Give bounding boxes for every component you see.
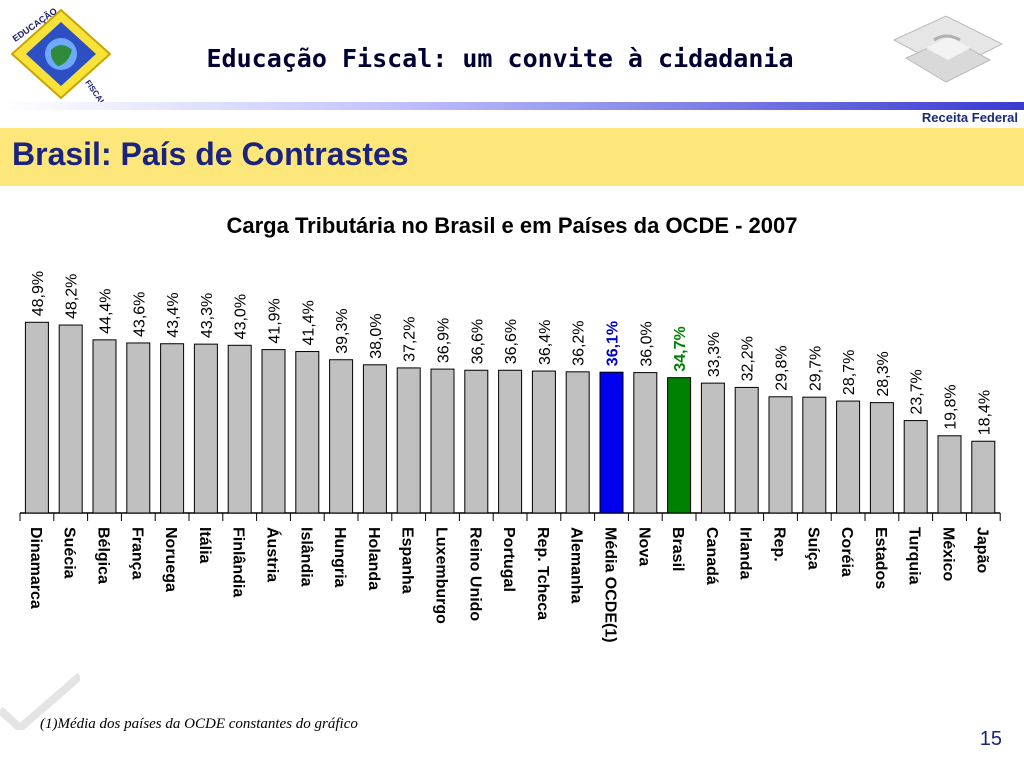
- bar: [430, 368, 455, 514]
- bar: [700, 382, 725, 514]
- decorative-check-shape: [0, 672, 80, 730]
- category-label: França: [128, 527, 145, 580]
- value-label: 19,8%: [943, 384, 960, 429]
- category-label: Rep.: [771, 527, 788, 562]
- value-label: 28,7%: [841, 350, 858, 395]
- bar: [58, 324, 83, 514]
- value-label: 36,0%: [638, 321, 655, 366]
- category-label: Noruega: [162, 527, 179, 592]
- bar: [971, 440, 996, 514]
- category-label: México: [940, 527, 957, 581]
- bar: [667, 377, 692, 514]
- slide-title: Brasil: País de Contrastes: [12, 136, 409, 172]
- category-label: Reino Unido: [466, 527, 483, 621]
- value-label: 37,2%: [402, 317, 419, 362]
- category-label: Estados: [872, 527, 889, 589]
- bar: [193, 343, 218, 514]
- bar: [768, 396, 793, 514]
- value-label: 48,2%: [64, 274, 81, 319]
- chart-title: Carga Tributária no Brasil e em Países d…: [226, 213, 798, 238]
- bar: [903, 420, 928, 514]
- bar: [92, 339, 117, 514]
- bar: [836, 400, 861, 514]
- bar: [498, 369, 523, 514]
- value-label: 36,9%: [436, 318, 453, 363]
- value-label: 36,6%: [503, 319, 520, 364]
- value-label: 38,0%: [368, 313, 385, 358]
- category-label: Espanha: [399, 527, 416, 594]
- category-label: Áustria: [264, 527, 283, 582]
- category-label: Islândia: [297, 527, 314, 587]
- value-label: 33,3%: [706, 332, 723, 377]
- category-label: Japão: [973, 527, 990, 573]
- value-label: 28,3%: [875, 351, 892, 396]
- bar: [937, 435, 962, 514]
- value-label: 43,0%: [233, 294, 250, 339]
- page-number: 15: [979, 728, 1002, 750]
- educacao-fiscal-logo: EDUCAÇÃO FISCAL: [10, 6, 112, 102]
- value-label: 29,8%: [774, 345, 791, 390]
- bar: [531, 370, 556, 514]
- value-label: 43,4%: [165, 292, 182, 337]
- category-label: Portugal: [500, 527, 517, 592]
- bar: [633, 372, 658, 514]
- bar: [160, 343, 185, 514]
- category-label: Suíça: [804, 527, 821, 570]
- category-label: Rep. Tcheca: [534, 527, 551, 620]
- bar: [599, 371, 624, 514]
- bar: [126, 342, 151, 514]
- category-label: Bélgica: [95, 527, 112, 584]
- category-label: Luxemburgo: [433, 527, 450, 624]
- category-label: Dinamarca: [27, 527, 44, 609]
- value-label: 44,4%: [98, 288, 115, 333]
- value-label: 43,6%: [131, 292, 148, 337]
- bar: [329, 359, 354, 514]
- category-label: Média OCDE(1): [602, 527, 619, 643]
- receita-federal-text: Receita Federal: [921, 110, 1018, 125]
- value-label: 36,1%: [605, 321, 622, 366]
- value-label: 48,9%: [30, 271, 47, 316]
- category-label: Irlanda: [737, 527, 754, 580]
- footnote: (1)Média dos países da OCDE constantes d…: [40, 716, 358, 732]
- value-label: 36,4%: [537, 320, 554, 365]
- category-label: Alemanha: [568, 527, 585, 604]
- category-label: Finlândia: [230, 527, 247, 597]
- category-label: Turquia: [906, 527, 923, 585]
- bar: [362, 364, 387, 514]
- bar: [24, 321, 49, 514]
- value-label: 41,4%: [300, 300, 317, 345]
- category-label: Canadá: [703, 527, 720, 585]
- receita-federal-logo: [892, 15, 1004, 83]
- category-label: Nova: [635, 527, 652, 566]
- bar: [734, 386, 759, 514]
- category-label: Itália: [196, 527, 213, 564]
- category-label: Coréia: [838, 527, 855, 577]
- category-label: Holanda: [365, 527, 382, 590]
- value-label: 18,4%: [976, 390, 993, 435]
- value-label: 36,6%: [469, 319, 486, 364]
- category-label: Brasil: [669, 527, 686, 571]
- value-label: 23,7%: [909, 369, 926, 414]
- bar: [802, 396, 827, 514]
- value-label: 39,3%: [334, 308, 351, 353]
- value-label: 32,2%: [740, 336, 757, 381]
- bar: [227, 344, 252, 514]
- value-label: 29,7%: [807, 346, 824, 391]
- value-label: 34,7%: [672, 326, 689, 371]
- category-label: Suécia: [61, 527, 78, 579]
- value-label: 36,2%: [571, 320, 588, 365]
- bar: [565, 371, 590, 514]
- title-band: [0, 128, 1024, 186]
- category-label: Hungria: [331, 527, 348, 588]
- header-title: Educação Fiscal: um convite à cidadania: [206, 44, 794, 73]
- value-label: 43,3%: [199, 293, 216, 338]
- bar: [396, 367, 421, 514]
- bar: [261, 349, 286, 514]
- bar: [869, 402, 894, 514]
- value-label: 41,9%: [267, 298, 284, 343]
- header-divider: [0, 102, 1024, 110]
- bar: [464, 369, 489, 514]
- bar: [295, 351, 320, 514]
